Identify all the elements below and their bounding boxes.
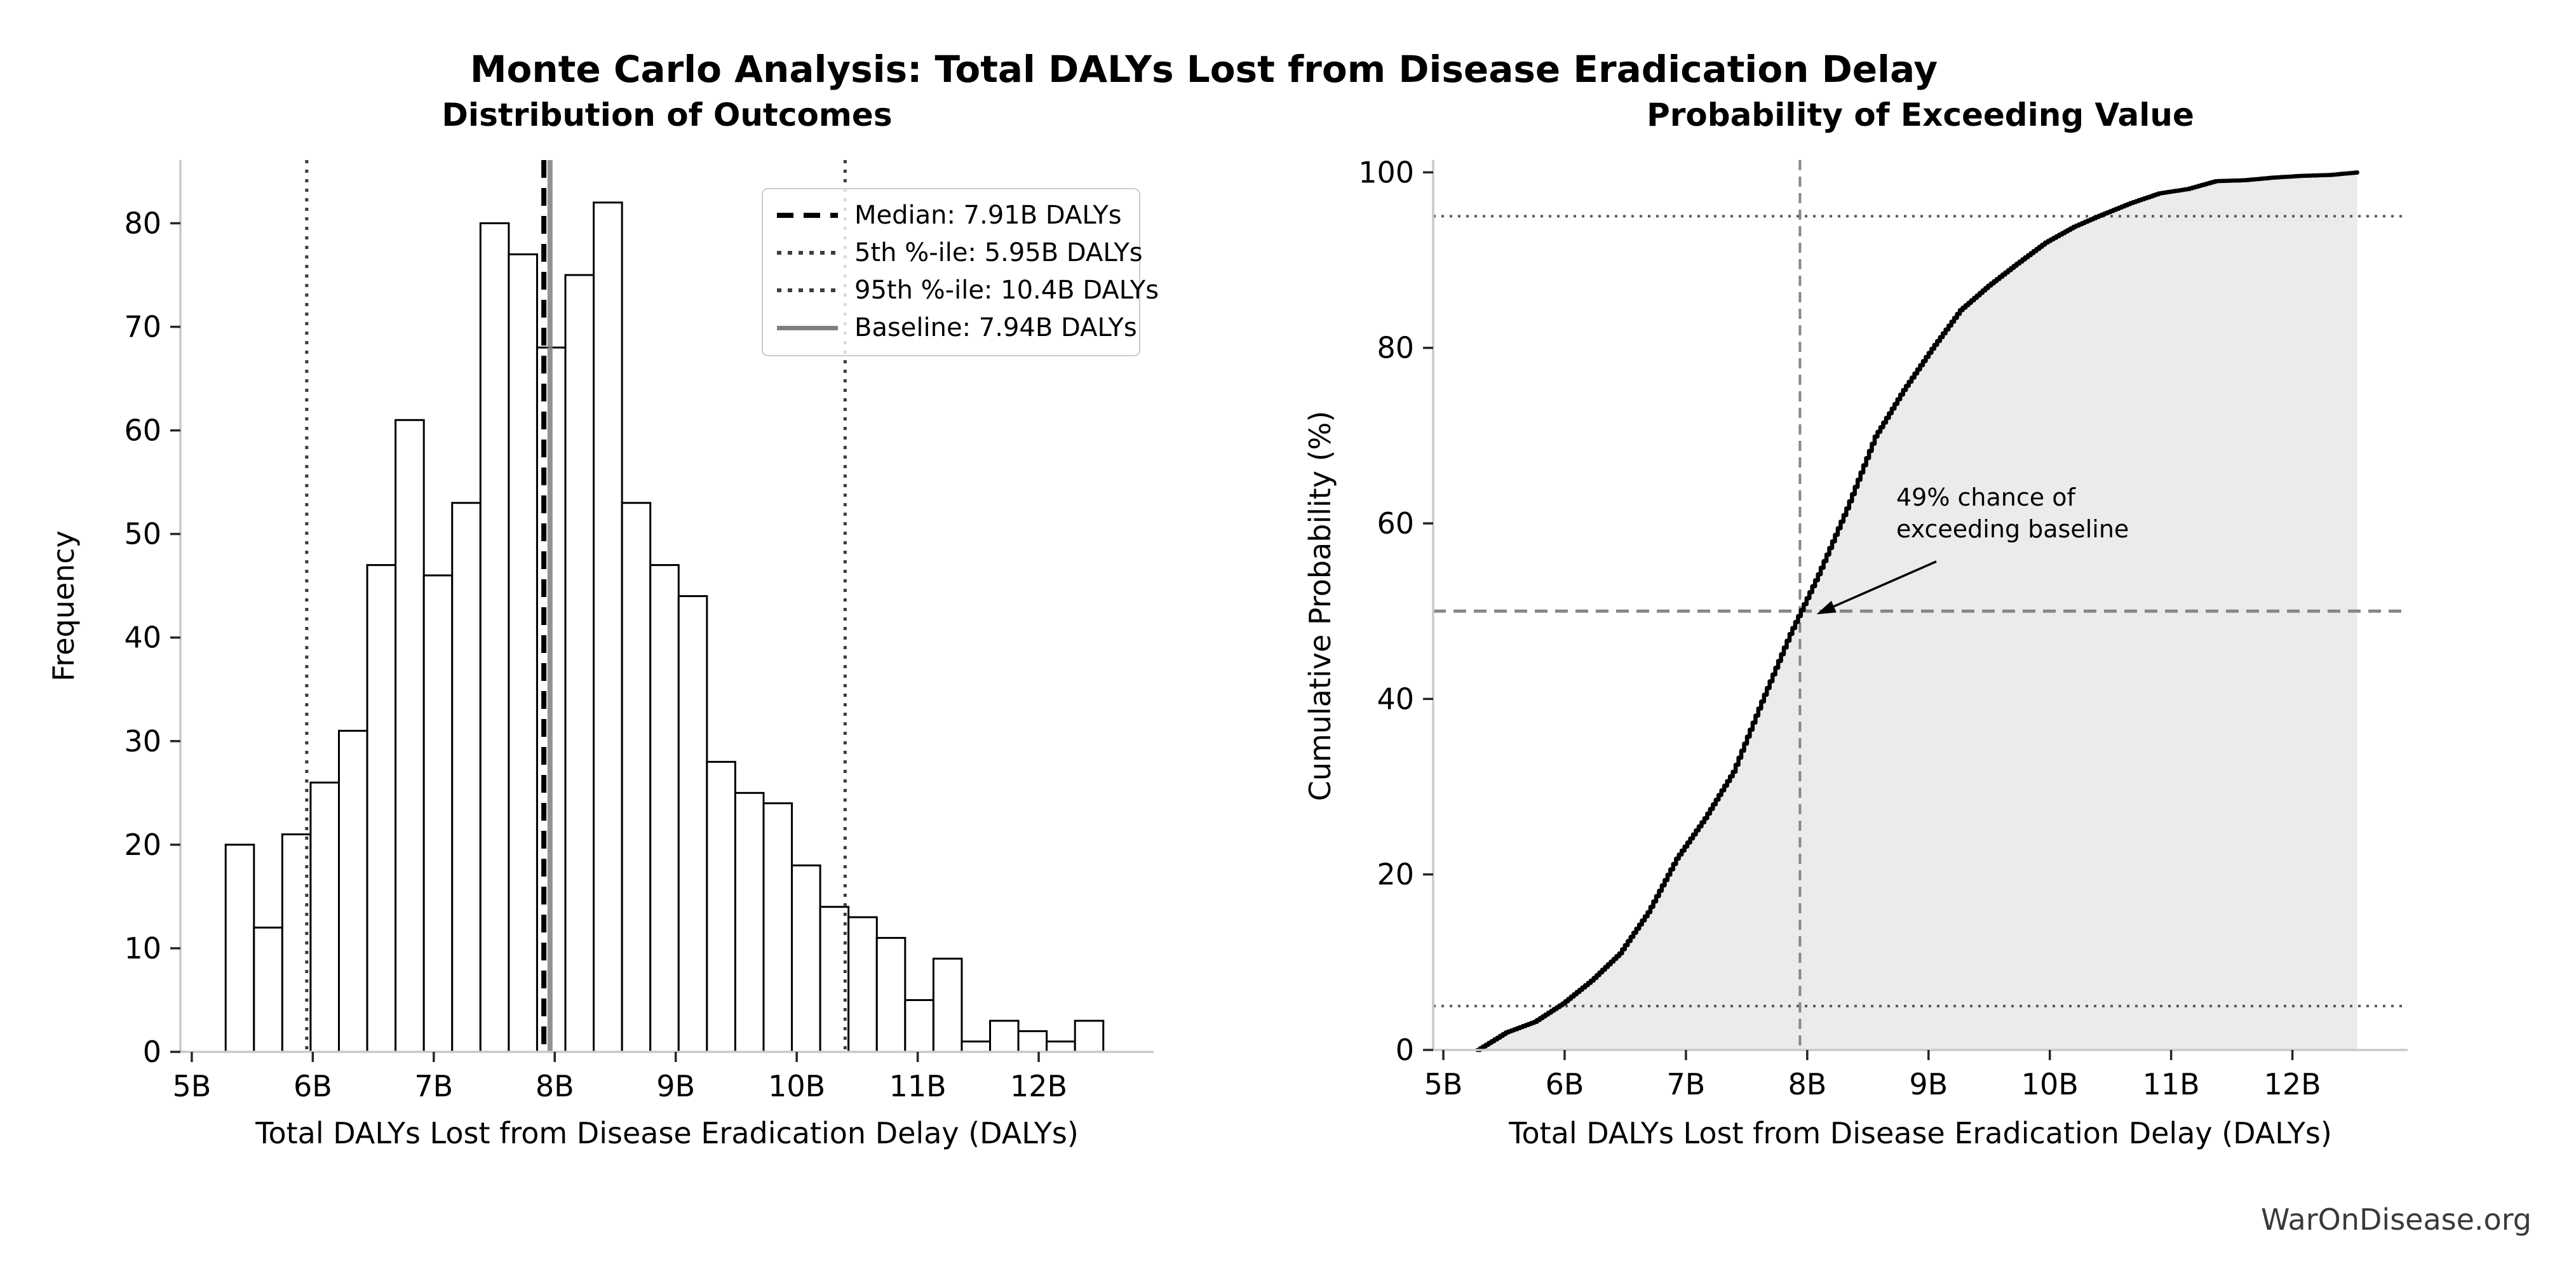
watermark: WarOnDisease.org [2261, 1202, 2532, 1237]
cdf-fill-area [1477, 172, 2357, 1050]
left-chart-y-tick-label: 10 [124, 931, 161, 965]
left-chart-y-tick-label: 30 [124, 724, 161, 758]
left-chart-x-tick-label: 8B [536, 1069, 574, 1103]
legend-label: 5th %-ile: 5.95B DALYs [854, 238, 1143, 267]
legend-label: Median: 7.91B DALYs [854, 201, 1122, 230]
right-chart-x-tick-label: 6B [1546, 1067, 1584, 1101]
histogram-bar [508, 253, 538, 1053]
histogram-bar [1017, 1030, 1048, 1053]
histogram-bar [762, 802, 793, 1053]
median-dashed-line-sample [777, 213, 838, 218]
histogram-bar [989, 1019, 1020, 1053]
right-chart-y-tick-label: 80 [1377, 331, 1414, 365]
histogram-bar [224, 844, 255, 1053]
annotation-arrowhead [1816, 600, 1837, 615]
right-chart-x-tick-label: 9B [1909, 1067, 1948, 1101]
histogram-bar [847, 916, 878, 1053]
left-chart-x-tick-label: 7B [414, 1069, 453, 1103]
right-chart-y-tick-label: 60 [1377, 506, 1414, 541]
left-chart-title: Distribution of Outcomes [442, 97, 893, 133]
histogram-bar [706, 760, 736, 1053]
left-chart-x-tick-label: 10B [768, 1069, 825, 1103]
right-y-axis-label: Cumulative Probability (%) [1303, 410, 1337, 802]
legend-item-95th-percentile: 95th %-ile: 10.4B DALYs [777, 276, 1159, 305]
left-chart-x-tick-label: 6B [293, 1069, 332, 1103]
left-chart-x-tick-label: 5B [172, 1069, 211, 1103]
histogram-bar [1074, 1019, 1105, 1053]
left-y-axis-label: Frequency [46, 530, 81, 682]
right-chart-y-tick-label: 0 [1396, 1033, 1414, 1067]
left-chart-y-tick-label: 50 [124, 517, 161, 551]
histogram-bar [253, 926, 283, 1053]
histogram-bar [337, 729, 368, 1053]
histogram-bar [479, 222, 510, 1053]
percentile-dotted-line-sample [777, 288, 838, 292]
histogram-bar [366, 564, 397, 1053]
figure-title: Monte Carlo Analysis: Total DALYs Lost f… [469, 48, 1938, 91]
left-chart-y-tick-label: 20 [124, 828, 161, 862]
left-chart-y-tick-label: 80 [124, 206, 161, 240]
right-chart-title: Probability of Exceeding Value [1647, 97, 2194, 133]
cdf-curve [1475, 170, 2359, 1052]
baseline-solid-line-sample [777, 325, 838, 330]
right-chart-x-tick-label: 11B [2143, 1067, 2200, 1101]
histogram-bar [791, 864, 821, 1053]
histogram-bar [677, 595, 708, 1053]
left-chart-y-tick-label: 70 [124, 310, 161, 344]
legend-label: Baseline: 7.94B DALYs [854, 313, 1137, 342]
left-chart-x-tick-label: 11B [889, 1069, 947, 1103]
histogram-bar [593, 201, 623, 1053]
right-chart-y-tick-label: 20 [1377, 857, 1414, 892]
legend-item-5th-percentile: 5th %-ile: 5.95B DALYs [777, 238, 1143, 267]
right-chart-x-tick-label: 5B [1424, 1067, 1463, 1101]
percentile-dotted-line-sample [777, 251, 838, 255]
right-chart-x-tick-label: 12B [2264, 1067, 2321, 1101]
right-chart-y-tick-label: 100 [1358, 155, 1414, 189]
annotation-line-2: exceeding baseline [1896, 515, 2129, 544]
histogram-bar [422, 574, 454, 1053]
left-chart-y-tick-label: 40 [124, 621, 161, 655]
right-x-axis-label: Total DALYs Lost from Disease Eradicatio… [1509, 1116, 2332, 1150]
histogram-bar [734, 791, 765, 1053]
annotation-line-1: 49% chance of [1896, 483, 2075, 511]
histogram-bar [904, 999, 934, 1053]
left-x-axis-label: Total DALYs Lost from Disease Eradicatio… [255, 1116, 1079, 1150]
cdf-annotation: 49% chance of exceeding baseline [1896, 481, 2129, 545]
legend-label: 95th %-ile: 10.4B DALYs [854, 276, 1159, 305]
histogram-bar [1046, 1040, 1076, 1053]
annotation-arrow-line [1821, 560, 1937, 613]
left-chart-y-tick-label: 0 [143, 1035, 161, 1069]
right-chart-x-tick-label: 8B [1788, 1067, 1826, 1101]
right-chart-x-tick-label: 7B [1667, 1067, 1706, 1101]
legend-item-baseline: Baseline: 7.94B DALYs [777, 313, 1137, 342]
right-chart-y-tick-label: 40 [1377, 682, 1414, 716]
histogram-bar [564, 274, 595, 1053]
right-chart-x-tick-label: 10B [2021, 1067, 2079, 1101]
left-chart-x-tick-label: 12B [1010, 1069, 1067, 1103]
histogram-bar [649, 564, 680, 1053]
histogram-bar [932, 957, 963, 1053]
legend: Median: 7.91B DALYs 5th %-ile: 5.95B DAL… [762, 188, 1159, 356]
histogram-bar [394, 419, 425, 1053]
left-chart-y-tick-label: 60 [124, 414, 161, 448]
histogram-bar [451, 502, 482, 1053]
histogram-bar [875, 937, 907, 1053]
histogram-bar [309, 781, 340, 1053]
histogram-bar [961, 1040, 992, 1053]
left-chart-x-tick-label: 9B [656, 1069, 695, 1103]
histogram-bar [621, 502, 652, 1053]
legend-item-median: Median: 7.91B DALYs [777, 201, 1125, 230]
